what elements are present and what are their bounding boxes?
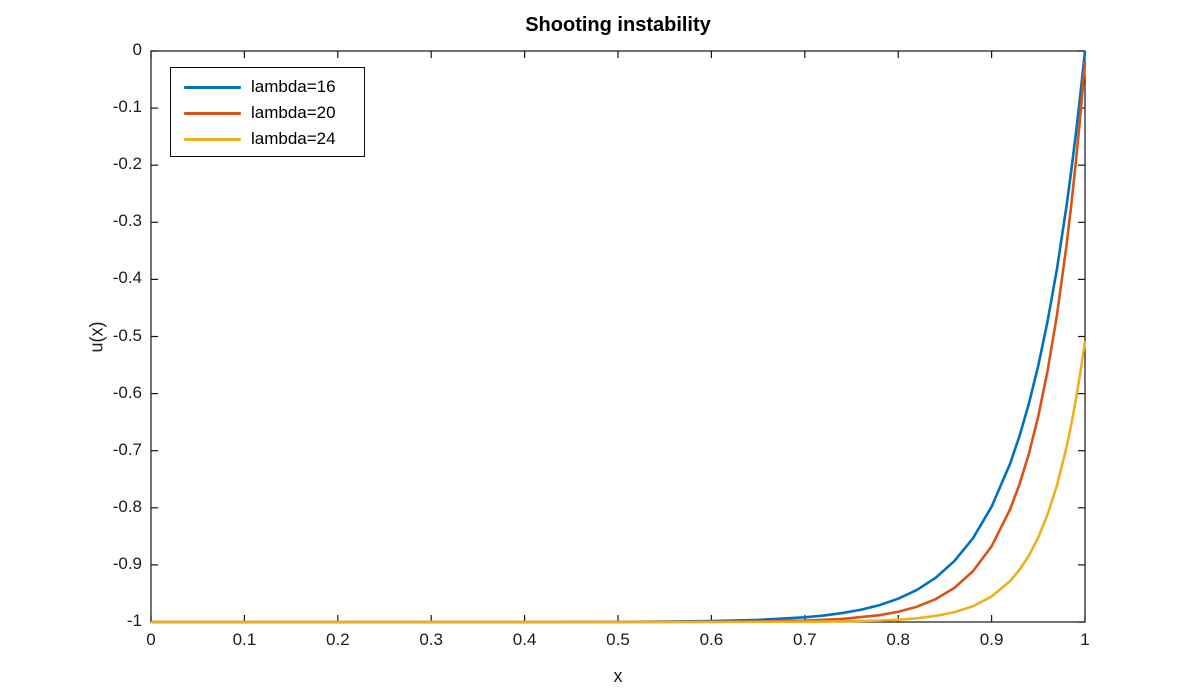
x-tick-label: 0 (146, 630, 156, 649)
legend-line-sample (184, 137, 241, 141)
legend-item: lambda=20 (171, 100, 364, 126)
x-tick-label: 0.4 (512, 630, 537, 649)
y-tick-label: -0.4 (112, 268, 142, 288)
x-tick-label: 0.1 (232, 630, 257, 649)
legend-line-sample (184, 85, 241, 89)
x-tick-label: 0.9 (979, 630, 1004, 649)
y-tick-label: -1 (126, 611, 142, 630)
x-tick-label: 0.8 (886, 630, 911, 649)
y-tick-label: -0.1 (112, 97, 142, 117)
y-tick-label: -0.5 (112, 325, 142, 345)
y-tick-label: -0.9 (112, 553, 142, 573)
y-tick-label: -0.8 (112, 496, 142, 516)
chart-title: Shooting instability (525, 14, 711, 36)
series-line-lambda-24 (151, 340, 1087, 624)
x-tick-label: 0.7 (792, 630, 817, 649)
y-tick-label: -0.6 (112, 382, 142, 402)
x-tick-label: 0.2 (325, 630, 350, 649)
y-tick-label: -0.2 (112, 154, 142, 174)
y-tick-label: -0.7 (112, 439, 142, 459)
x-tick-label: 1 (1080, 630, 1090, 649)
legend-label: lambda=16 (251, 77, 336, 96)
y-tick-label: -0.3 (112, 211, 142, 231)
legend-item: lambda=24 (171, 126, 364, 152)
legend-label: lambda=24 (251, 129, 336, 148)
legend-item: lambda=16 (171, 74, 364, 100)
x-tick-label: 0.3 (419, 630, 444, 649)
legend-label: lambda=20 (251, 103, 336, 122)
x-tick-label: 0.5 (606, 630, 630, 649)
x-axis-label: x (613, 666, 623, 686)
x-tick-label: 0.6 (699, 630, 724, 649)
legend-line-sample (184, 111, 241, 115)
y-tick-label: 0 (132, 40, 142, 59)
legend: lambda=16 lambda=20 lambda=24 (170, 67, 365, 157)
